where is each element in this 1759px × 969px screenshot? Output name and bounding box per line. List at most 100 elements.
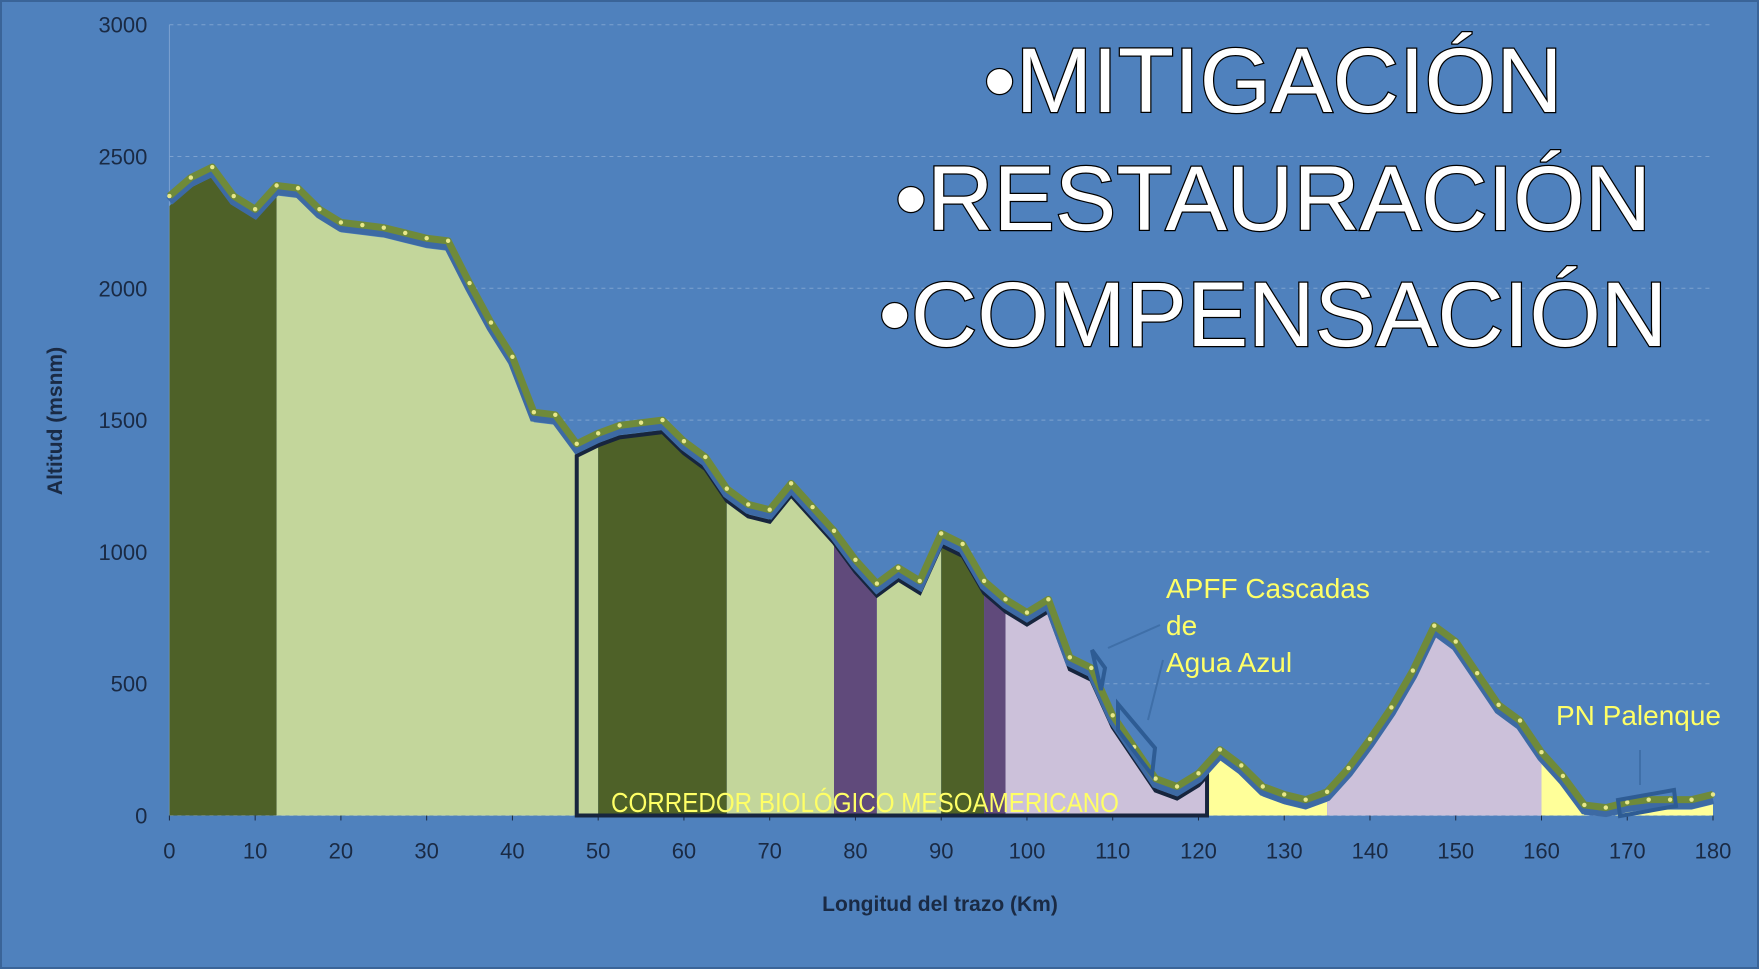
point bbox=[1410, 668, 1416, 673]
point bbox=[638, 420, 644, 425]
area-outline bbox=[1090, 648, 1679, 819]
point bbox=[1046, 597, 1051, 602]
annotation: APFF Cascadas bbox=[1166, 573, 1370, 604]
x-tick-label: 120 bbox=[1180, 839, 1217, 864]
annotation-arrow bbox=[1147, 659, 1164, 721]
point bbox=[403, 230, 408, 236]
headings: •PREVENCIÓN •MITIGACIÓN •RESTAURACIÓN •C… bbox=[877, 0, 1668, 367]
heading: •RESTAURACIÓN bbox=[895, 148, 1651, 250]
point bbox=[1389, 705, 1394, 710]
y-tick-label: 1000 bbox=[98, 540, 147, 565]
point bbox=[981, 578, 987, 584]
x-tick-label: 30 bbox=[414, 839, 438, 864]
point bbox=[188, 175, 194, 180]
point bbox=[1067, 655, 1073, 660]
point bbox=[252, 207, 258, 212]
x-tick-label: 150 bbox=[1437, 839, 1474, 864]
point bbox=[510, 354, 515, 360]
y-tick-label: 2000 bbox=[98, 276, 147, 301]
point bbox=[831, 528, 837, 534]
point bbox=[317, 207, 322, 212]
point bbox=[1346, 765, 1351, 771]
point bbox=[1710, 792, 1716, 797]
point bbox=[1174, 784, 1180, 789]
point bbox=[660, 417, 665, 423]
point bbox=[724, 486, 730, 491]
annotation: PN Palenque bbox=[1556, 700, 1721, 731]
point bbox=[1110, 713, 1115, 718]
x-tick-label: 140 bbox=[1352, 839, 1389, 864]
point bbox=[274, 183, 279, 188]
annotation: de bbox=[1166, 610, 1197, 641]
point bbox=[1003, 597, 1008, 602]
heading: •MITIGACIÓN bbox=[983, 30, 1562, 132]
x-tick-label: 80 bbox=[843, 839, 867, 864]
point bbox=[874, 581, 880, 586]
point bbox=[1496, 702, 1501, 707]
point bbox=[531, 409, 537, 415]
point bbox=[424, 236, 429, 241]
x-tick-label: 70 bbox=[757, 839, 781, 864]
point bbox=[1667, 797, 1673, 802]
point bbox=[295, 185, 301, 191]
point bbox=[338, 220, 344, 225]
x-tick-label: 110 bbox=[1095, 839, 1130, 864]
point bbox=[553, 412, 558, 418]
x-tick-label: 90 bbox=[929, 839, 953, 864]
x-tick-label: 100 bbox=[1009, 839, 1046, 864]
point bbox=[1303, 797, 1308, 802]
annotation-arrow bbox=[1107, 624, 1161, 649]
y-tick-label: 2500 bbox=[98, 145, 147, 170]
x-tick-label: 10 bbox=[243, 839, 267, 864]
point bbox=[767, 507, 772, 512]
annotations: APFF Cascadas de Agua Azul PN Palenque bbox=[1090, 573, 1721, 819]
point bbox=[1324, 789, 1330, 794]
point bbox=[703, 454, 708, 460]
point bbox=[917, 578, 922, 584]
point bbox=[1560, 773, 1566, 779]
x-tick-label: 0 bbox=[163, 839, 175, 864]
x-tick-label: 20 bbox=[329, 839, 353, 864]
heading: •COMPENSACIÓN bbox=[879, 264, 1668, 366]
heading: •PREVENCIÓN bbox=[953, 0, 1594, 16]
point bbox=[1260, 784, 1265, 789]
x-tick-label: 50 bbox=[586, 839, 610, 864]
point bbox=[1217, 747, 1223, 752]
point bbox=[1625, 800, 1630, 805]
point bbox=[231, 193, 236, 199]
point bbox=[1603, 805, 1609, 810]
annotation: Agua Azul bbox=[1166, 647, 1292, 678]
point bbox=[1196, 771, 1201, 776]
point bbox=[1474, 670, 1480, 676]
point bbox=[681, 438, 687, 444]
point bbox=[210, 164, 215, 170]
point bbox=[445, 238, 451, 244]
point bbox=[595, 431, 601, 436]
point bbox=[360, 222, 365, 228]
y-tick-label: 1500 bbox=[98, 408, 147, 433]
x-tick-label: 170 bbox=[1609, 839, 1646, 864]
x-tick-label: 180 bbox=[1695, 839, 1732, 864]
point bbox=[381, 225, 386, 230]
point bbox=[1282, 792, 1287, 797]
y-tick-label: 3000 bbox=[98, 13, 147, 38]
point bbox=[1432, 623, 1437, 628]
point bbox=[467, 280, 472, 286]
y-axis-label: Altitud (msnm) bbox=[44, 347, 67, 495]
point bbox=[617, 423, 622, 428]
x-axis-label: Longitud del trazo (Km) bbox=[822, 893, 1058, 916]
point bbox=[1367, 736, 1373, 742]
point bbox=[1539, 750, 1544, 755]
point bbox=[1689, 797, 1694, 802]
point bbox=[853, 557, 858, 563]
point bbox=[1024, 610, 1030, 615]
point bbox=[939, 531, 944, 536]
corridor-label: CORREDOR BIOLÓGICO MESOAMERICANO bbox=[611, 787, 1119, 818]
y-tick-label: 0 bbox=[135, 804, 147, 829]
point bbox=[1153, 776, 1158, 781]
point bbox=[1089, 665, 1094, 671]
point bbox=[746, 502, 751, 507]
point bbox=[1582, 802, 1587, 808]
point bbox=[896, 565, 901, 570]
